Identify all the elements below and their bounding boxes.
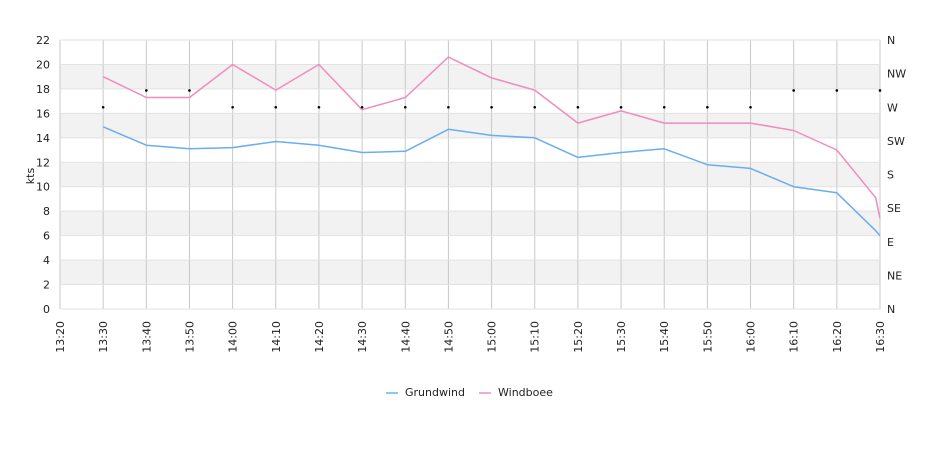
- direction-marker: [749, 105, 752, 109]
- y-tick-label: 2: [43, 279, 50, 292]
- x-tick-label: 14:50: [442, 321, 455, 353]
- x-tick-label: 13:30: [97, 321, 110, 353]
- y-tick-label: 6: [43, 230, 50, 243]
- x-tick-label: 14:40: [399, 321, 412, 353]
- direction-axis-ticks: N NE E SE S SW W NW N: [887, 34, 906, 316]
- direction-marker: [792, 89, 795, 92]
- y-tick-label: 12: [36, 156, 50, 169]
- legend: Grundwind Windboee: [386, 386, 553, 399]
- direction-tick-label: NW: [887, 68, 906, 81]
- background-band: [60, 113, 880, 138]
- direction-tick-label: N: [887, 34, 895, 47]
- series-line-windboee: [102, 56, 881, 219]
- direction-tick-label: S: [887, 169, 894, 182]
- legend-label: Grundwind: [405, 386, 465, 399]
- direction-marker: [188, 89, 191, 92]
- background-band: [60, 260, 880, 285]
- direction-tick-label: NE: [887, 269, 902, 282]
- direction-marker: [619, 105, 623, 109]
- y-tick-label: 0: [43, 303, 50, 316]
- y-tick-label: 4: [43, 254, 50, 267]
- legend-label: Windboee: [498, 386, 553, 399]
- direction-marker: [533, 105, 537, 109]
- direction-tick-label: E: [887, 236, 894, 249]
- x-tick-label: 14:30: [356, 321, 369, 353]
- x-tick-label: 15:30: [615, 321, 628, 353]
- direction-marker: [317, 105, 321, 109]
- background-band: [60, 64, 880, 89]
- y-tick-label: 8: [43, 205, 50, 218]
- x-tick-label: 14:00: [227, 321, 240, 353]
- background-band: [60, 211, 880, 236]
- x-tick-label: 14:10: [270, 321, 283, 353]
- x-tick-label: 14:20: [313, 321, 326, 353]
- direction-markers: [101, 89, 882, 109]
- y-tick-label: 16: [36, 107, 50, 120]
- direction-marker: [101, 105, 105, 109]
- x-tick-label: 13:20: [54, 321, 67, 353]
- background-band: [60, 162, 880, 187]
- x-tick-label: 15:10: [529, 321, 542, 353]
- direction-tick-label: SE: [887, 202, 901, 215]
- direction-marker: [145, 89, 148, 92]
- direction-tick-label: W: [887, 101, 898, 114]
- vertical-gridlines: [59, 40, 881, 309]
- x-tick-label: 15:00: [486, 321, 499, 353]
- background-bands: [60, 64, 880, 285]
- y-tick-label: 14: [36, 132, 50, 145]
- direction-marker: [706, 105, 709, 109]
- direction-marker: [490, 105, 493, 109]
- y-tick-label: 20: [36, 58, 50, 71]
- direction-marker: [360, 105, 364, 109]
- direction-marker: [403, 105, 407, 109]
- direction-marker: [274, 105, 278, 109]
- direction-marker: [231, 105, 234, 109]
- x-axis-ticks: 13:20 13:30 13:40 13:50 14:00 14:10 14:20 14:30…: [54, 321, 887, 353]
- y-tick-label: 22: [36, 34, 50, 47]
- horizontal-gridlines: [60, 39, 880, 310]
- y-axis-ticks: 0 2 4 6 8 10 12 14 16 18 20 22: [36, 34, 50, 316]
- direction-marker: [447, 105, 450, 109]
- series-line-grundwind: [102, 126, 881, 237]
- x-tick-label: 13:50: [183, 321, 196, 353]
- direction-marker: [576, 105, 580, 109]
- y-tick-label: 10: [36, 181, 50, 194]
- x-tick-label: 15:40: [658, 321, 671, 353]
- direction-tick-label: N: [887, 303, 895, 316]
- y-axis-label: kts: [24, 168, 37, 185]
- direction-marker: [835, 89, 839, 92]
- x-tick-label: 16:10: [788, 321, 801, 353]
- y-tick-label: 18: [36, 83, 50, 96]
- x-tick-label: 16:00: [745, 321, 758, 353]
- x-tick-label: 15:50: [701, 321, 714, 353]
- series-lines: [102, 56, 881, 237]
- direction-tick-label: SW: [887, 135, 905, 148]
- direction-marker: [662, 105, 666, 109]
- x-tick-label: 15:20: [572, 321, 585, 353]
- x-tick-label: 16:30: [874, 321, 887, 353]
- direction-marker: [878, 89, 882, 92]
- x-tick-label: 13:40: [140, 321, 153, 353]
- x-tick-label: 16:20: [831, 321, 844, 353]
